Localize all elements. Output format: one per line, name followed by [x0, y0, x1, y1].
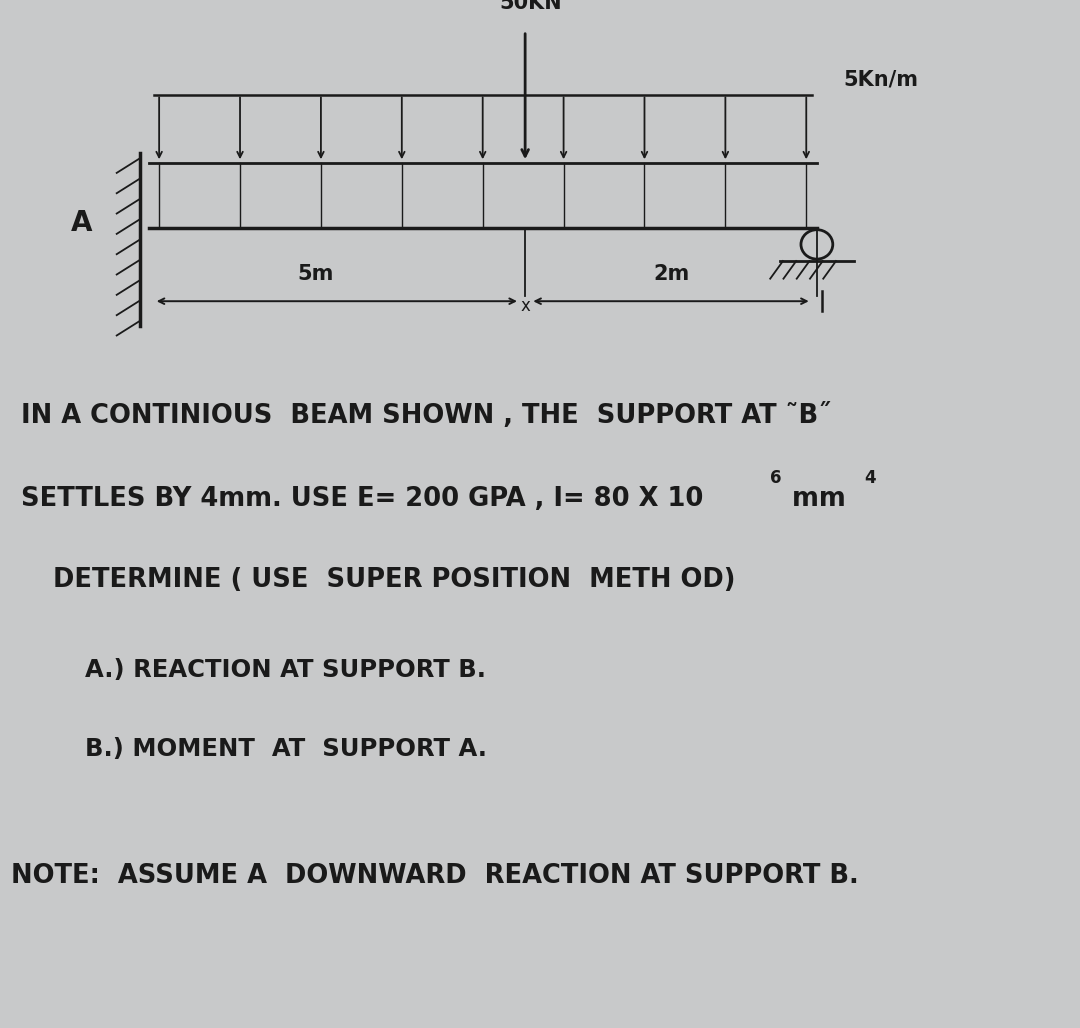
Text: 6: 6	[770, 469, 782, 486]
Text: 5Kn/m: 5Kn/m	[843, 70, 918, 89]
Text: NOTE:  ASSUME A  DOWNWARD  REACTION AT SUPPORT B.: NOTE: ASSUME A DOWNWARD REACTION AT SUPP…	[11, 864, 859, 889]
Text: A: A	[71, 209, 93, 236]
Text: 50KN: 50KN	[499, 0, 562, 13]
Text: 5m: 5m	[297, 263, 334, 284]
Text: A.) REACTION AT SUPPORT B.: A.) REACTION AT SUPPORT B.	[85, 659, 486, 683]
Text: 2m: 2m	[653, 263, 689, 284]
Text: B.) MOMENT  AT  SUPPORT A.: B.) MOMENT AT SUPPORT A.	[85, 737, 487, 761]
Text: SETTLES BY 4mm. USE E= 200 GPA , I= 80 X 10: SETTLES BY 4mm. USE E= 200 GPA , I= 80 X…	[22, 486, 703, 512]
Text: DETERMINE ( USE  SUPER POSITION  METH OD): DETERMINE ( USE SUPER POSITION METH OD)	[53, 567, 735, 593]
Text: x: x	[521, 297, 530, 316]
Text: mm: mm	[783, 486, 846, 512]
Text: IN A CONTINIOUS  BEAM SHOWN , THE  SUPPORT AT ˜B˝: IN A CONTINIOUS BEAM SHOWN , THE SUPPORT…	[22, 403, 832, 429]
Text: 4: 4	[865, 469, 876, 486]
